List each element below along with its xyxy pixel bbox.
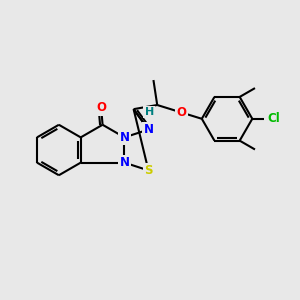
Text: H: H: [145, 107, 154, 117]
Text: O: O: [176, 106, 186, 119]
Text: O: O: [96, 101, 106, 114]
Text: N: N: [143, 123, 153, 136]
Text: Cl: Cl: [268, 112, 281, 125]
Text: S: S: [144, 164, 153, 177]
Text: N: N: [119, 156, 129, 169]
Text: N: N: [119, 131, 129, 144]
